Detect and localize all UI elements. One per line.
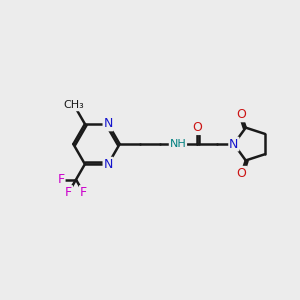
- Text: F: F: [65, 186, 72, 199]
- Text: N: N: [229, 138, 239, 151]
- Text: CH₃: CH₃: [64, 100, 85, 110]
- Text: NH: NH: [169, 139, 186, 149]
- Text: O: O: [192, 121, 202, 134]
- Text: F: F: [58, 173, 65, 186]
- Text: F: F: [80, 186, 87, 199]
- Text: N: N: [103, 158, 113, 171]
- Text: N: N: [103, 118, 113, 130]
- Text: O: O: [237, 108, 247, 122]
- Text: O: O: [237, 167, 247, 180]
